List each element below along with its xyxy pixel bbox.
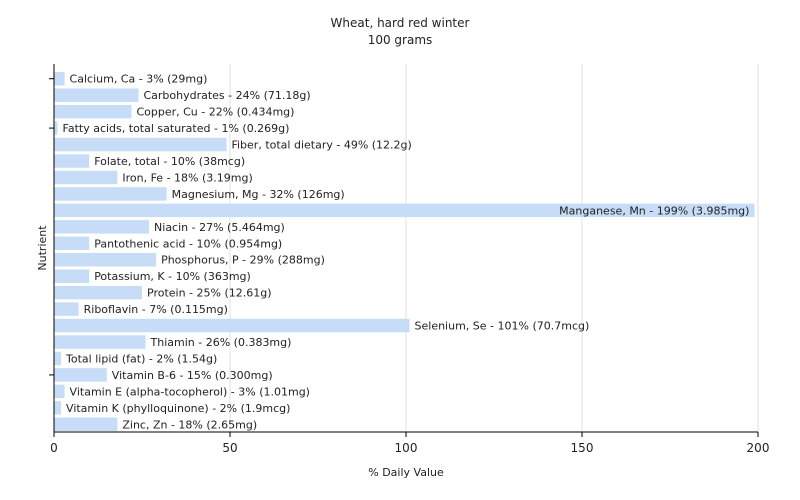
bar-10 [54, 236, 90, 250]
bar-label-13: Protein - 25% (12.61g) [147, 287, 272, 300]
chart-subtitle: 100 grams [368, 33, 433, 47]
bar-3 [54, 121, 58, 135]
x-tick-label-2: 100 [395, 441, 418, 455]
bar-15 [54, 318, 410, 333]
x-tick-label-4: 200 [747, 441, 770, 455]
bar-label-2: Copper, Cu - 22% (0.434mg) [136, 106, 294, 119]
bar-17 [54, 351, 62, 366]
bar-label-12: Potassium, K - 10% (363mg) [94, 270, 251, 283]
bar-6 [54, 170, 118, 185]
bar-label-18: Vitamin B-6 - 15% (0.300mg) [112, 369, 273, 382]
bar-label-16: Thiamin - 26% (0.383mg) [150, 336, 292, 349]
bar-label-0: Calcium, Ca - 3% (29mg) [70, 73, 208, 86]
bar-0 [54, 72, 65, 86]
bar-label-7: Magnesium, Mg - 32% (126mg) [172, 188, 345, 201]
y-axis-title: Nutrient [36, 225, 49, 271]
bar-11 [54, 253, 157, 267]
bar-12 [54, 269, 90, 283]
bar-16 [54, 335, 146, 349]
bar-1 [54, 88, 139, 102]
bar-label-15: Selenium, Se - 101% (70.7mcg) [415, 320, 590, 333]
x-tick-label-1: 50 [222, 441, 237, 455]
bar-label-17: Total lipid (fat) - 2% (1.54g) [65, 352, 217, 365]
bar-14 [54, 302, 79, 316]
bars-group [54, 72, 755, 431]
bar-19 [54, 384, 65, 399]
bar-8 [54, 203, 755, 218]
bar-13 [54, 285, 142, 300]
bar-label-10: Pantothenic acid - 10% (0.954mg) [94, 237, 282, 250]
bar-label-20: Vitamin K (phylloquinone) - 2% (1.9mcg) [66, 402, 290, 415]
gridlines [229, 64, 759, 432]
bar-7 [54, 187, 167, 201]
axes-group: 0 50 100 150 200 [49, 64, 769, 455]
bar-4 [54, 137, 227, 152]
bar-label-3: Fatty acids, total saturated - 1% (0.269… [63, 122, 290, 135]
x-axis-title: % Daily Value [368, 466, 444, 479]
bar-20 [54, 401, 62, 415]
bar-18 [54, 368, 107, 382]
bar-label-8: Manganese, Mn - 199% (3.985mg) [559, 204, 749, 217]
bar-label-21: Zinc, Zn - 18% (2.65mg) [122, 418, 257, 431]
bar-label-6: Iron, Fe - 18% (3.19mg) [122, 171, 252, 184]
bar-label-4: Fiber, total dietary - 49% (12.2g) [231, 139, 411, 152]
x-tick-label-3: 150 [571, 441, 594, 455]
bar-label-9: Niacin - 27% (5.464mg) [154, 221, 285, 234]
bar-9 [54, 220, 150, 234]
bar-label-5: Folate, total - 10% (38mcg) [94, 155, 245, 168]
bar-labels-group: Calcium, Ca - 3% (29mg) Carbohydrates - 2… [63, 73, 750, 432]
bar-label-14: Riboflavin - 7% (0.115mg) [84, 303, 228, 316]
chart-title: Wheat, hard red winter [331, 16, 470, 30]
bar-2 [54, 104, 132, 119]
bar-label-11: Phosphorus, P - 29% (288mg) [161, 254, 325, 267]
x-tick-label-0: 0 [50, 441, 58, 455]
bar-label-19: Vitamin E (alpha-tocopherol) - 3% (1.01m… [70, 385, 310, 398]
bar-label-1: Carbohydrates - 24% (71.18g) [143, 89, 310, 102]
bar-21 [54, 417, 118, 431]
bar-5 [54, 154, 90, 168]
